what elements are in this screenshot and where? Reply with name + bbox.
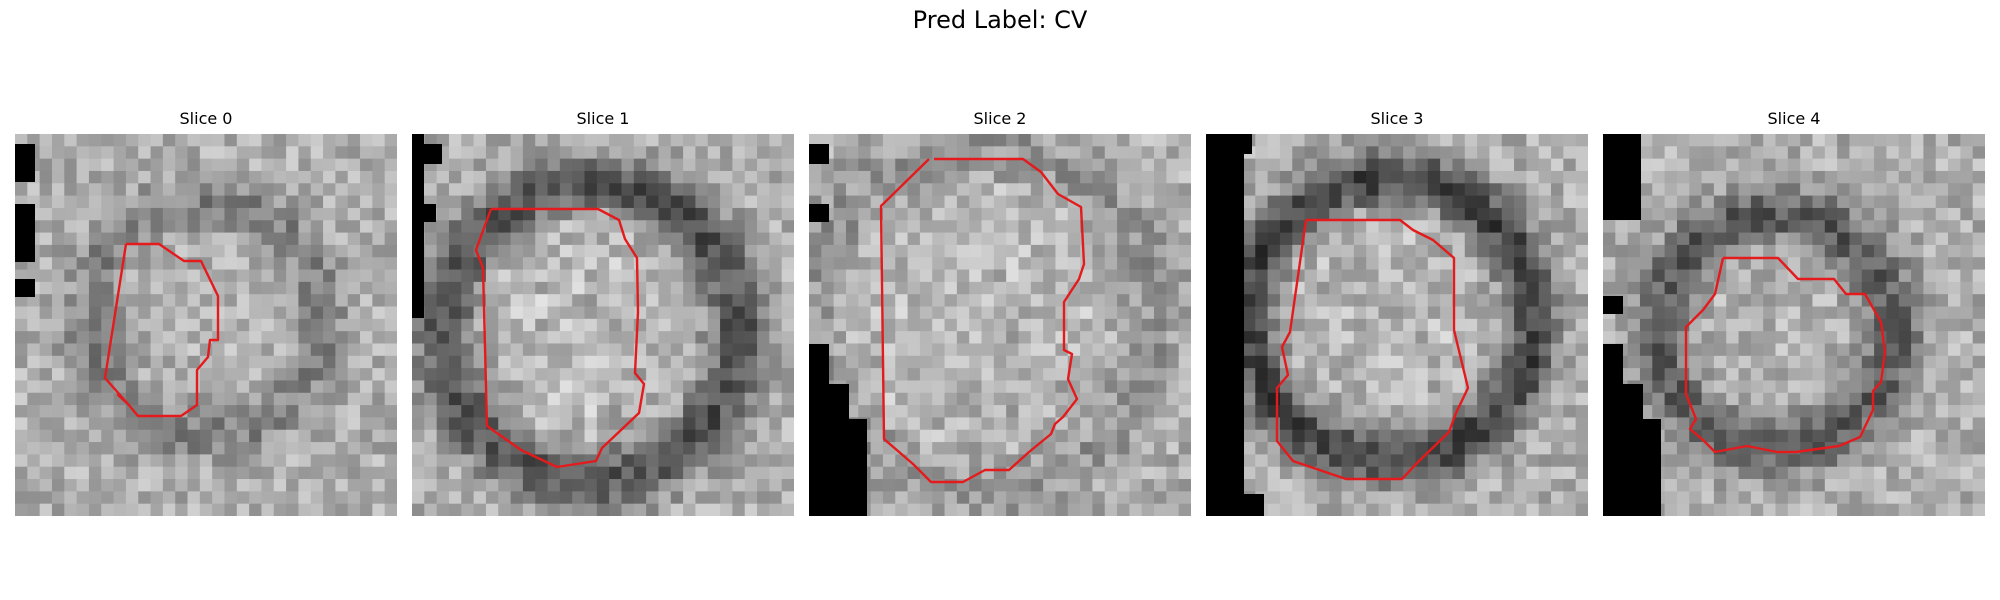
segmentation-contour — [474, 207, 646, 469]
mask-region — [1603, 296, 1623, 314]
mask-region — [1643, 419, 1661, 516]
mask-region — [1603, 134, 1641, 220]
segmentation-contour — [879, 157, 1086, 484]
mask-region — [412, 134, 424, 318]
slice-panel-4: Slice 4 — [1603, 108, 1985, 516]
slice-image — [15, 134, 397, 516]
segmentation-contour — [1684, 256, 1887, 454]
mask-region — [829, 384, 849, 516]
mask-region — [15, 144, 35, 182]
mask-region — [1244, 494, 1264, 516]
mask-region — [1623, 384, 1643, 516]
slice-panel-2: Slice 2 — [809, 108, 1191, 516]
mask-region — [809, 144, 829, 164]
slice-image — [412, 134, 794, 516]
slice-image — [809, 134, 1191, 516]
pixel-texture — [15, 134, 397, 516]
slice-image — [1603, 134, 1985, 516]
mask-region — [424, 204, 436, 222]
slice-panel-3: Slice 3 — [1206, 108, 1588, 516]
mask-region — [15, 204, 35, 262]
segmentation-contour — [1275, 218, 1470, 481]
slice-panel-1: Slice 1 — [412, 108, 794, 516]
figure-title: Pred Label: CV — [912, 6, 1088, 34]
slice-title: Slice 0 — [179, 109, 233, 128]
mask-region — [809, 344, 829, 516]
slice-image — [1206, 134, 1588, 516]
segmentation-contour — [103, 242, 220, 418]
mask-region — [809, 204, 829, 222]
mask-region — [424, 144, 442, 164]
mask-region — [1603, 344, 1623, 516]
slice-title: Slice 1 — [576, 109, 630, 128]
slice-panel-0: Slice 0 — [15, 108, 397, 516]
pixel-texture — [1206, 134, 1588, 516]
mask-region — [849, 419, 867, 516]
slice-title: Slice 3 — [1370, 109, 1424, 128]
pixel-texture — [412, 134, 794, 516]
pixel-texture — [1603, 134, 1985, 516]
mask-region — [15, 279, 35, 297]
pixel-texture — [809, 134, 1191, 516]
mask-region — [1206, 134, 1244, 516]
slice-title: Slice 2 — [973, 109, 1027, 128]
slice-title: Slice 4 — [1767, 109, 1821, 128]
mask-region — [1244, 134, 1252, 154]
